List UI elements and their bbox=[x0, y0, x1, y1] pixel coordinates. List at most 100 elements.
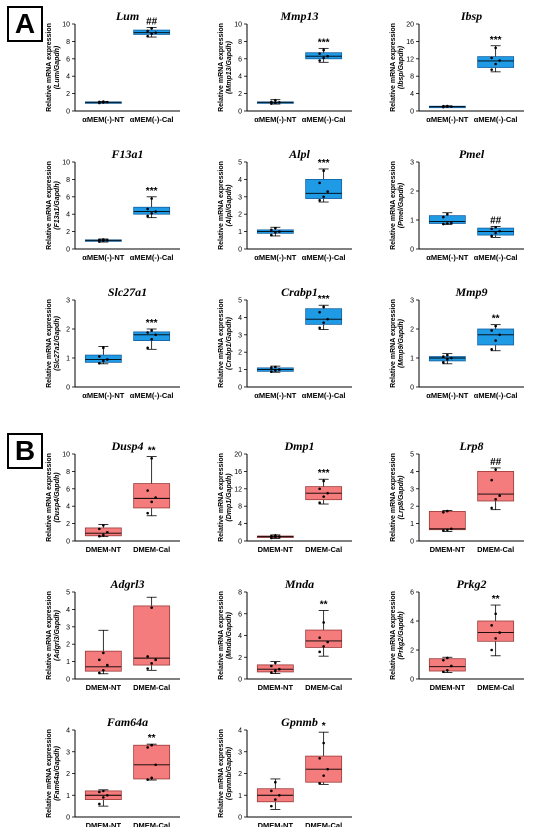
box-treated bbox=[305, 47, 343, 63]
data-point bbox=[494, 468, 497, 471]
significance-marker: *** bbox=[318, 468, 330, 479]
chart-adgrl3: Adgrl3 Relative mRNA expression (Adgrl3/Ga… bbox=[46, 577, 180, 692]
data-point bbox=[102, 238, 105, 241]
data-point bbox=[322, 305, 325, 309]
y-tick-label: 0 bbox=[66, 247, 70, 254]
data-point bbox=[270, 233, 273, 237]
data-point bbox=[270, 671, 273, 674]
data-point bbox=[318, 650, 321, 654]
y-tick-label: 2 bbox=[66, 91, 70, 98]
data-point bbox=[322, 169, 325, 172]
y-tick-label: 4 bbox=[238, 728, 242, 735]
y-axis-sublabel: (F13a1/Gapdh) bbox=[54, 181, 61, 230]
y-tick-label: 4 bbox=[66, 607, 70, 614]
y-axis-label: Relative mRNA expression bbox=[390, 161, 397, 250]
data-point bbox=[106, 239, 109, 242]
data-point bbox=[490, 506, 493, 510]
y-tick-label: 8 bbox=[66, 39, 70, 46]
data-point bbox=[154, 210, 157, 213]
data-point bbox=[150, 212, 153, 215]
y-axis-label: Relative mRNA expression bbox=[390, 591, 397, 680]
data-point bbox=[146, 331, 149, 334]
box-control bbox=[84, 789, 122, 807]
data-point bbox=[494, 339, 497, 342]
data-point bbox=[146, 214, 149, 218]
data-point bbox=[146, 667, 149, 670]
y-axis-sublabel: (Alpl/Gapdh) bbox=[226, 184, 233, 227]
data-point bbox=[490, 329, 493, 332]
data-point bbox=[278, 101, 281, 104]
data-point bbox=[318, 326, 321, 330]
data-point bbox=[98, 658, 101, 662]
data-point bbox=[498, 59, 501, 62]
y-axis-label: Relative mRNA expression bbox=[46, 299, 53, 388]
chart-mmp13: Mmp13 Relative mRNA expression (Mmp13/Gapd… bbox=[218, 9, 352, 124]
x-category-label: DMEM-Cal bbox=[133, 545, 170, 554]
x-category-label: DMEM-NT bbox=[86, 545, 122, 554]
y-tick-label: 5 bbox=[410, 452, 414, 459]
data-point bbox=[270, 228, 273, 232]
data-point bbox=[150, 329, 153, 332]
chart-alpl: Alpl Relative mRNA expression (Alpl/Gapdh)… bbox=[218, 147, 352, 262]
y-axis-sublabel: (Slc27a1/Gapdh) bbox=[54, 315, 61, 371]
data-point bbox=[98, 527, 101, 531]
x-category-label: αMEM(-)-Cal bbox=[474, 253, 518, 262]
data-point bbox=[154, 496, 157, 499]
box-control bbox=[428, 509, 466, 532]
significance-marker: ** bbox=[148, 733, 156, 744]
data-point bbox=[150, 743, 153, 747]
data-point bbox=[322, 645, 325, 648]
x-category-label: αMEM(-)-NT bbox=[254, 115, 297, 124]
x-category-label: αMEM(-)-Cal bbox=[302, 391, 346, 400]
y-axis-label: Relative mRNA expression bbox=[390, 23, 397, 112]
y-tick-label: 3 bbox=[238, 194, 242, 201]
chart-title: Pmel bbox=[459, 147, 485, 161]
y-tick-label: 6 bbox=[66, 194, 70, 201]
y-tick-label: 2 bbox=[410, 648, 414, 655]
data-point bbox=[494, 225, 497, 229]
data-point bbox=[278, 230, 281, 233]
y-tick-label: 8 bbox=[66, 469, 70, 476]
y-axis-label: Relative mRNA expression bbox=[218, 299, 225, 388]
box-control bbox=[256, 98, 294, 105]
data-point bbox=[274, 365, 277, 369]
significance-marker: ** bbox=[320, 599, 328, 610]
y-axis-sublabel: (Lum/Gapdh) bbox=[54, 45, 61, 89]
chart-ibsp: Ibsp Relative mRNA expression (Ibsp/Gapdh)… bbox=[390, 9, 524, 124]
box-treated bbox=[305, 610, 343, 657]
data-point bbox=[150, 32, 153, 35]
x-category-label: DMEM-NT bbox=[258, 821, 294, 827]
data-point bbox=[490, 68, 493, 71]
data-point bbox=[274, 369, 277, 372]
box-treated bbox=[133, 196, 171, 219]
y-tick-label: 4 bbox=[66, 504, 70, 511]
box-treated bbox=[477, 45, 515, 73]
data-point bbox=[326, 317, 329, 321]
data-point bbox=[318, 198, 321, 202]
y-tick-label: 10 bbox=[62, 22, 70, 29]
data-point bbox=[498, 333, 501, 337]
box-control bbox=[84, 100, 122, 105]
chart-dmp1: Dmp1 Relative mRNA expression (Dmp1/Gapdh)… bbox=[218, 439, 352, 554]
data-point bbox=[106, 793, 109, 797]
data-point bbox=[494, 46, 497, 50]
chart-f13a1: F13a1 Relative mRNA expression (F13a1/Gapd… bbox=[46, 147, 180, 262]
data-point bbox=[326, 767, 329, 771]
box-treated bbox=[305, 731, 343, 785]
y-axis-sublabel: (Gpnmb/Gapdh) bbox=[226, 746, 233, 800]
data-point bbox=[318, 487, 321, 491]
data-point bbox=[450, 105, 453, 108]
chart-dusp4: Dusp4 Relative mRNA expression (Dusp4/Gapd… bbox=[46, 439, 180, 554]
box-control bbox=[256, 778, 294, 810]
data-point bbox=[146, 207, 149, 211]
data-point bbox=[150, 337, 153, 341]
y-axis-label: Relative mRNA expression bbox=[46, 591, 53, 680]
data-point bbox=[490, 348, 493, 351]
y-axis-sublabel: (Dusp4/Gapdh) bbox=[54, 472, 61, 523]
y-tick-label: 0 bbox=[238, 539, 242, 546]
iqr-box bbox=[305, 308, 343, 325]
data-point bbox=[154, 333, 157, 337]
data-point bbox=[442, 355, 445, 358]
significance-marker: *** bbox=[318, 158, 330, 169]
